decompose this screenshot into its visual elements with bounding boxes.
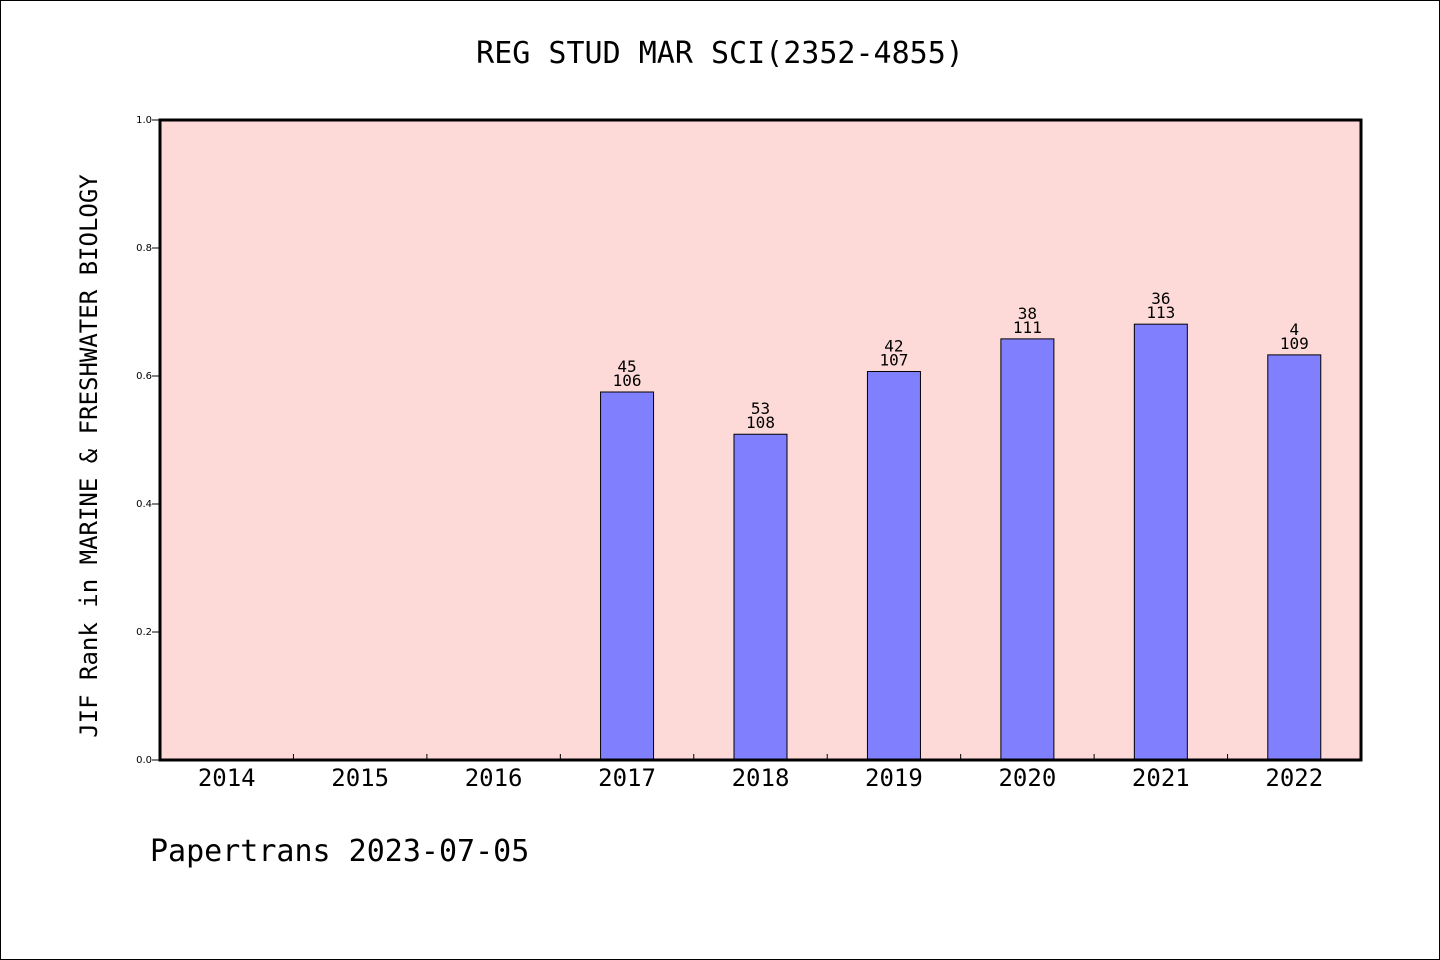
bar [866, 371, 921, 761]
data-label-total: 108 [746, 413, 775, 432]
bar [600, 391, 655, 761]
footer-text: Papertrans 2023-07-05 [150, 834, 530, 869]
x-tick-label: 2017 [598, 764, 656, 792]
data-label-rank: 4 [1289, 320, 1299, 339]
plot-border [158, 118, 1363, 762]
y-tick-label: 1.0 [136, 115, 152, 126]
data-label-total: 107 [879, 351, 908, 370]
y-tick-label: 0.2 [136, 627, 152, 638]
data-label-rank: 42 [884, 337, 903, 356]
bar [1133, 323, 1188, 761]
data-label-rank: 38 [1018, 304, 1037, 323]
data-label-total: 106 [613, 371, 642, 390]
bar [1000, 338, 1055, 761]
chart-title: REG STUD MAR SCI(2352-4855) [476, 36, 964, 71]
x-tick-label: 2020 [998, 764, 1056, 792]
y-tick-label: 0.6 [136, 371, 152, 382]
x-tick-label: 2022 [1265, 764, 1323, 792]
y-tick-label: 0.4 [136, 499, 152, 510]
x-tick-label: 2019 [865, 764, 923, 792]
x-tick-label: 2016 [465, 764, 523, 792]
y-tick-label: 0.8 [136, 243, 152, 254]
data-label-total: 109 [1280, 334, 1309, 353]
x-tick-label: 2021 [1132, 764, 1190, 792]
y-axis-label: JIF Rank in MARINE & FRESHWATER BIOLOGY [75, 174, 103, 738]
bar [1267, 354, 1322, 761]
data-label-rank: 45 [617, 357, 636, 376]
data-label-rank: 53 [751, 399, 770, 418]
data-label-total: 113 [1146, 303, 1175, 322]
x-tick-label: 2018 [732, 764, 790, 792]
x-tick-label: 2014 [198, 764, 256, 792]
bar [733, 433, 788, 761]
x-tick-label: 2015 [331, 764, 389, 792]
y-tick-label: 0.0 [136, 755, 152, 766]
data-label-total: 111 [1013, 318, 1042, 337]
data-label-rank: 36 [1151, 289, 1170, 308]
